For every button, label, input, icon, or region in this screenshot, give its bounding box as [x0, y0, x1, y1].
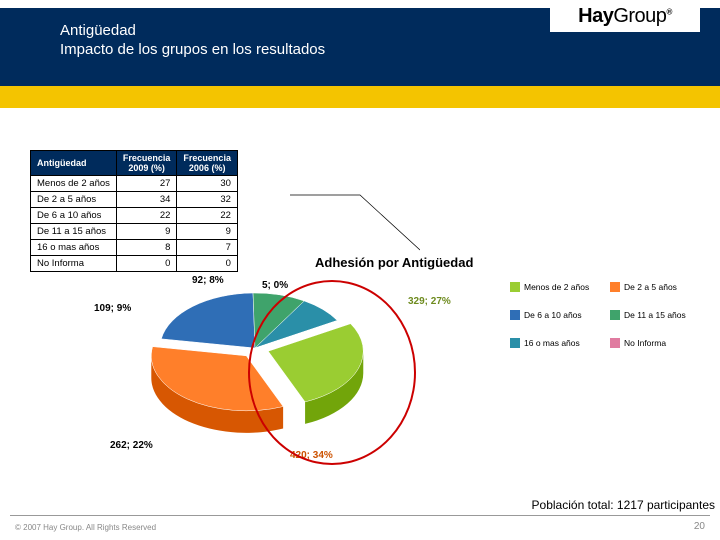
title-block: Antigüedad Impacto de los grupos en los …: [60, 22, 325, 58]
table-cell: 8: [116, 240, 177, 256]
legend-swatch: [610, 338, 620, 348]
copyright: © 2007 Hay Group. All Rights Reserved: [15, 523, 156, 532]
legend-item: De 11 a 15 años: [610, 310, 710, 320]
yellow-bar: [0, 86, 720, 108]
table-cell: 9: [177, 224, 238, 240]
chart-title: Adhesión por Antigüedad: [315, 255, 473, 270]
legend-swatch: [510, 310, 520, 320]
table-header: Frecuencia2006 (%): [177, 151, 238, 176]
legend-label: Menos de 2 años: [524, 282, 589, 292]
frequency-table: AntigüedadFrecuencia2009 (%)Frecuencia20…: [30, 150, 238, 272]
legend-swatch: [610, 282, 620, 292]
table-cell: 22: [116, 208, 177, 224]
logo-bold: Hay: [578, 5, 613, 27]
logo: HayGroup®: [550, 0, 700, 32]
table-cell: 27: [116, 176, 177, 192]
table-cell: 30: [177, 176, 238, 192]
pie-data-label: 329; 27%: [408, 296, 451, 307]
pie-data-label: 109; 9%: [94, 303, 131, 314]
table-row: No Informa00: [31, 256, 238, 272]
table-cell: 34: [116, 192, 177, 208]
table-header: Antigüedad: [31, 151, 117, 176]
legend-label: De 11 a 15 años: [624, 310, 686, 320]
legend-item: De 2 a 5 años: [610, 282, 710, 292]
table-cell: De 2 a 5 años: [31, 192, 117, 208]
legend-label: De 6 a 10 años: [524, 310, 582, 320]
table-row: 16 o mas años87: [31, 240, 238, 256]
legend-label: De 2 a 5 años: [624, 282, 677, 292]
legend-swatch: [610, 310, 620, 320]
logo-rest: Group: [613, 5, 666, 27]
table-cell: 32: [177, 192, 238, 208]
table-cell: 22: [177, 208, 238, 224]
title-line1: Antigüedad: [60, 22, 325, 39]
table-cell: Menos de 2 años: [31, 176, 117, 192]
legend: Menos de 2 años De 2 a 5 años De 6 a 10 añ…: [510, 282, 715, 366]
title-line2: Impacto de los grupos en los resultados: [60, 41, 325, 58]
table-row: De 2 a 5 años3432: [31, 192, 238, 208]
legend-row: De 6 a 10 años De 11 a 15 años: [510, 310, 715, 320]
pie-data-label: 92; 8%: [192, 275, 224, 286]
legend-item: Menos de 2 años: [510, 282, 610, 292]
pie-data-label: 262; 22%: [110, 440, 153, 451]
legend-row: Menos de 2 años De 2 a 5 años: [510, 282, 715, 292]
table-cell: 16 o mas años: [31, 240, 117, 256]
table-cell: 7: [177, 240, 238, 256]
page-number: 20: [694, 521, 705, 532]
table-cell: 9: [116, 224, 177, 240]
table-cell: De 6 a 10 años: [31, 208, 117, 224]
legend-label: No Informa: [624, 338, 666, 348]
footer-line: [10, 515, 710, 516]
table-row: Menos de 2 años2730: [31, 176, 238, 192]
legend-item: 16 o mas años: [510, 338, 610, 348]
pie-data-label: 420; 34%: [290, 450, 333, 461]
legend-item: De 6 a 10 años: [510, 310, 610, 320]
pie-svg: [120, 278, 390, 438]
legend-row: 16 o mas años No Informa: [510, 338, 715, 348]
table-header: Frecuencia2009 (%): [116, 151, 177, 176]
legend-label: 16 o mas años: [524, 338, 580, 348]
pie-data-label: 5; 0%: [262, 280, 288, 291]
callout-line: [290, 175, 420, 255]
table-cell: 0: [177, 256, 238, 272]
table-cell: No Informa: [31, 256, 117, 272]
table-cell: De 11 a 15 años: [31, 224, 117, 240]
legend-swatch: [510, 338, 520, 348]
table-row: De 6 a 10 años2222: [31, 208, 238, 224]
logo-text: HayGroup®: [578, 5, 672, 28]
poblacion-total: Población total: 1217 participantes: [532, 498, 715, 512]
pie-chart: [120, 278, 390, 438]
legend-item: No Informa: [610, 338, 710, 348]
table-cell: 0: [116, 256, 177, 272]
table-row: De 11 a 15 años99: [31, 224, 238, 240]
legend-swatch: [510, 282, 520, 292]
pie-slice: [161, 293, 255, 348]
